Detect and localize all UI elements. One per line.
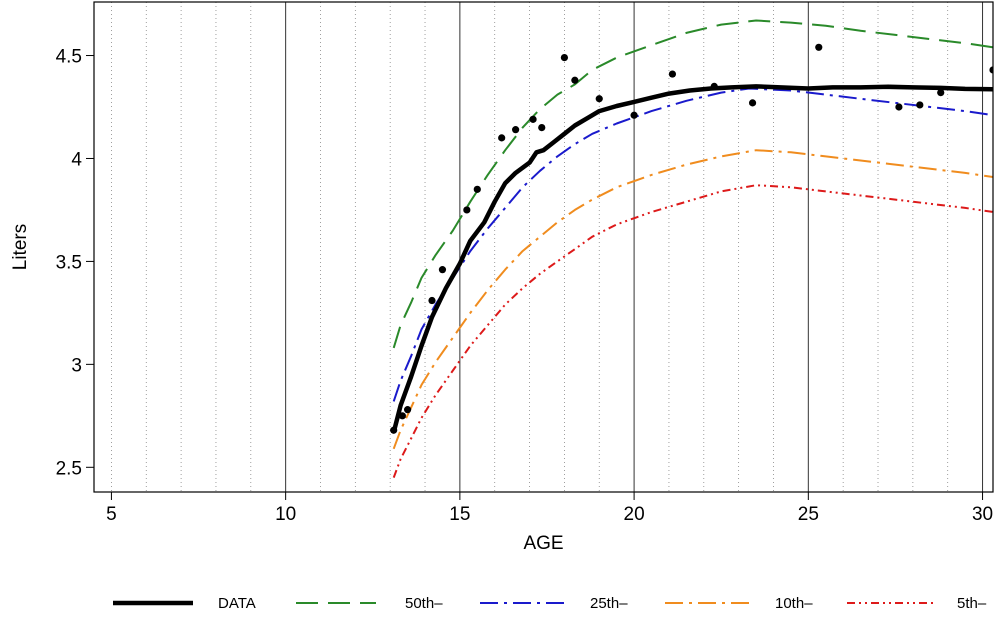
y-tick-label: 4.5 <box>56 47 82 68</box>
x-axis-label: AGE <box>523 533 563 554</box>
data-point <box>404 406 412 414</box>
series-line-data <box>391 84 993 433</box>
data-point <box>512 126 520 134</box>
data-point <box>571 76 579 84</box>
legend-label: DATA <box>218 595 256 612</box>
series-line-25th <box>392 87 993 402</box>
data-point <box>538 123 546 132</box>
data-point <box>463 206 471 214</box>
x-tick-label: 30 <box>972 504 993 525</box>
data-point <box>438 266 447 274</box>
series-line-10th <box>392 149 993 450</box>
data-point <box>398 412 406 420</box>
x-tick-label: 5 <box>106 504 117 525</box>
data-point <box>815 43 823 51</box>
plot-frame <box>93 1 994 493</box>
data-point <box>895 103 903 111</box>
y-tick-label: 3 <box>71 355 82 376</box>
data-point <box>916 101 924 109</box>
legend-label: 50th– <box>405 595 443 612</box>
legend: DATA 50th– 25th– 10th– 5th– <box>113 595 987 612</box>
y-tick-label: 3.5 <box>56 252 82 273</box>
x-tick-label: 25 <box>798 504 819 525</box>
data-point <box>989 66 993 74</box>
x-tick-label: 20 <box>624 504 645 525</box>
legend-label: 10th– <box>775 595 813 612</box>
data-point <box>668 70 677 78</box>
data-point <box>937 88 945 97</box>
data-points <box>390 43 993 434</box>
legend-label: 25th– <box>590 595 628 612</box>
data-point <box>630 111 638 119</box>
series-line-50th <box>392 19 993 349</box>
data-point <box>595 95 603 103</box>
y-tick-label: 4 <box>71 149 82 170</box>
x-tick-label: 10 <box>275 504 296 525</box>
axes: 5 10 15 20 25 30 2.5 3 3.5 4 4.5 <box>56 47 994 525</box>
y-tick-label: 2.5 <box>56 458 82 479</box>
data-point <box>529 115 537 123</box>
data-point <box>473 185 481 193</box>
grid <box>111 2 984 492</box>
data-point <box>560 53 569 62</box>
data-point <box>428 296 436 305</box>
data-point <box>748 99 757 107</box>
data-point <box>498 134 506 142</box>
legend-label: 5th– <box>957 595 987 612</box>
series-lines <box>391 19 993 478</box>
y-axis-label: Liters <box>10 224 31 270</box>
data-point <box>710 82 718 91</box>
x-tick-label: 15 <box>449 504 470 525</box>
series-line-5th <box>392 184 993 478</box>
data-point <box>390 426 398 434</box>
